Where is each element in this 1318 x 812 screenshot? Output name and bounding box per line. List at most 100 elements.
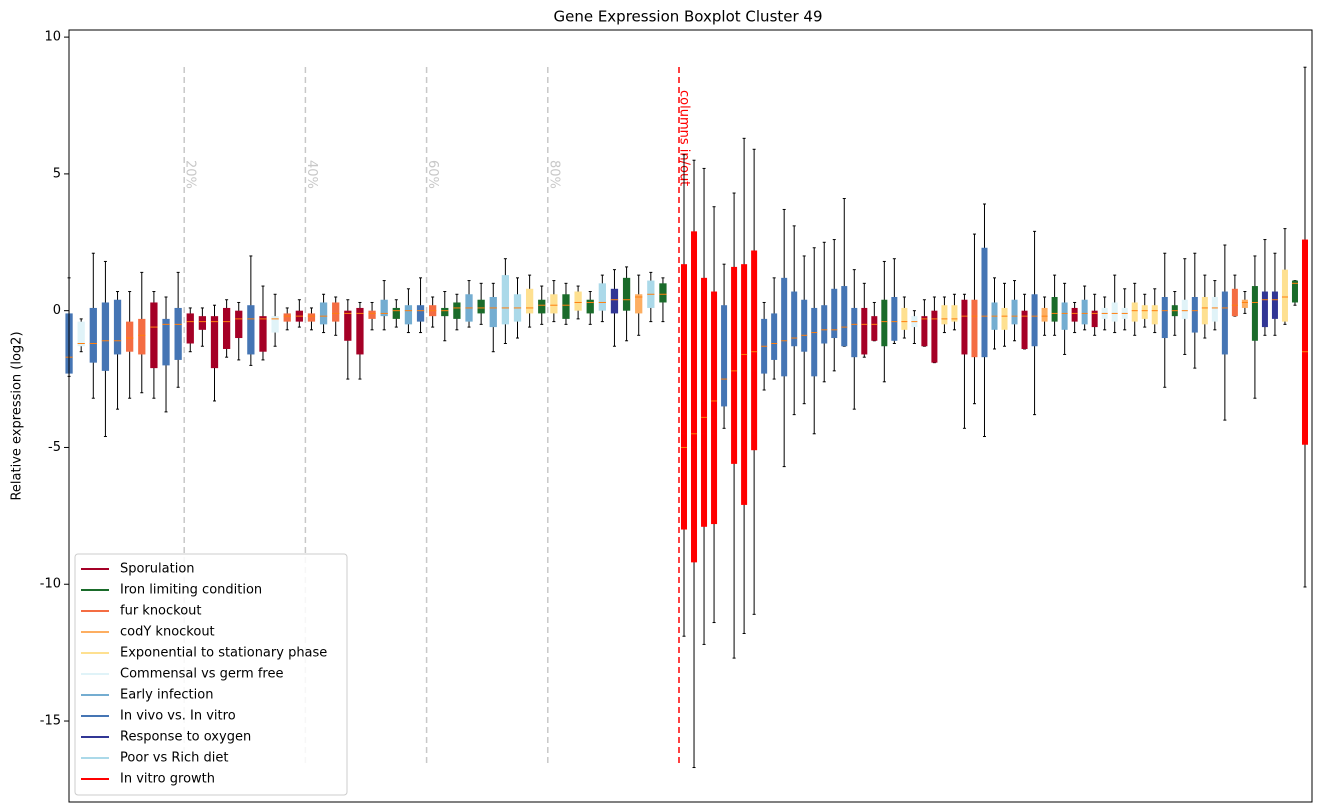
box-body <box>247 305 255 355</box>
box <box>186 307 194 353</box>
box <box>635 274 643 336</box>
box-body <box>235 310 243 339</box>
box-body <box>271 316 279 333</box>
box <box>701 167 708 645</box>
box <box>721 263 728 429</box>
box-body <box>150 302 158 369</box>
box-body <box>801 299 808 352</box>
box-body <box>751 250 758 451</box>
box-body <box>1051 296 1058 322</box>
box-body <box>659 283 667 303</box>
box-body <box>198 316 207 330</box>
box <box>1281 228 1288 325</box>
box <box>751 148 758 615</box>
box-body <box>781 277 788 377</box>
legend-label: Poor vs Rich diet <box>120 751 228 766</box>
box <box>404 288 413 334</box>
box <box>901 296 908 339</box>
box-body <box>1211 296 1218 322</box>
box-body <box>961 299 968 355</box>
box-body <box>731 266 738 464</box>
box-body <box>186 313 194 344</box>
box <box>891 258 898 345</box>
box <box>1131 282 1138 336</box>
box-body <box>356 307 364 355</box>
box-body <box>319 302 328 325</box>
box-body <box>711 291 718 525</box>
box <box>210 304 219 402</box>
box <box>1161 252 1168 388</box>
box-body <box>210 316 219 369</box>
box-body <box>1111 302 1118 322</box>
box-body <box>971 299 978 358</box>
box-body <box>681 264 688 530</box>
box-body <box>741 264 748 505</box>
box-body <box>174 307 182 360</box>
box-body <box>1281 269 1288 322</box>
split-label: columns in/out <box>677 90 692 186</box>
box-body <box>1141 305 1148 319</box>
box <box>162 296 170 413</box>
box <box>861 282 868 358</box>
box-body <box>138 318 146 355</box>
box <box>332 296 340 336</box>
guide-label: 80% <box>546 160 561 189</box>
box <box>811 247 818 435</box>
box-body <box>598 283 606 311</box>
box <box>574 285 582 320</box>
box <box>501 258 510 345</box>
y-tick-label: 10 <box>44 30 61 45</box>
box-body <box>380 299 388 317</box>
box <box>1041 296 1048 336</box>
box-body <box>921 316 928 347</box>
box <box>931 296 938 364</box>
box <box>991 277 998 350</box>
box-body <box>622 277 631 311</box>
box <box>598 274 606 323</box>
box <box>356 301 364 380</box>
box-body <box>77 321 85 347</box>
box <box>113 291 122 410</box>
legend-label: In vivo vs. In vitro <box>120 709 236 724</box>
box <box>429 296 437 328</box>
box <box>791 225 798 416</box>
box <box>150 291 158 399</box>
box-body <box>1081 299 1088 325</box>
box <box>911 310 918 345</box>
box <box>1021 293 1028 350</box>
box <box>513 277 522 339</box>
box <box>1211 280 1218 331</box>
box <box>1261 239 1268 336</box>
box <box>1141 293 1148 328</box>
box-body <box>831 288 838 339</box>
box <box>477 282 485 325</box>
box-body <box>89 307 97 363</box>
box-body <box>721 305 728 407</box>
plot-frame <box>68 29 1313 803</box>
box-body <box>610 288 619 314</box>
box-body <box>525 288 534 314</box>
box <box>453 293 461 331</box>
box <box>247 255 255 366</box>
box <box>1081 285 1088 331</box>
box <box>647 271 655 323</box>
box-body <box>791 291 798 347</box>
box-body <box>1001 307 1008 330</box>
box-body <box>771 313 778 360</box>
box-body <box>392 307 400 319</box>
legend-label: fur knockout <box>120 604 202 619</box>
box-body <box>441 307 449 317</box>
box <box>489 282 497 353</box>
box <box>392 299 400 328</box>
box <box>801 255 808 405</box>
box-body <box>981 247 988 358</box>
box-body <box>1091 310 1098 328</box>
box-body <box>1131 302 1138 322</box>
box-body <box>871 316 878 341</box>
box <box>851 269 858 410</box>
box <box>538 285 546 325</box>
box-body <box>951 305 958 322</box>
box-body <box>1271 291 1278 319</box>
box <box>1251 255 1258 399</box>
box-body <box>550 294 558 314</box>
